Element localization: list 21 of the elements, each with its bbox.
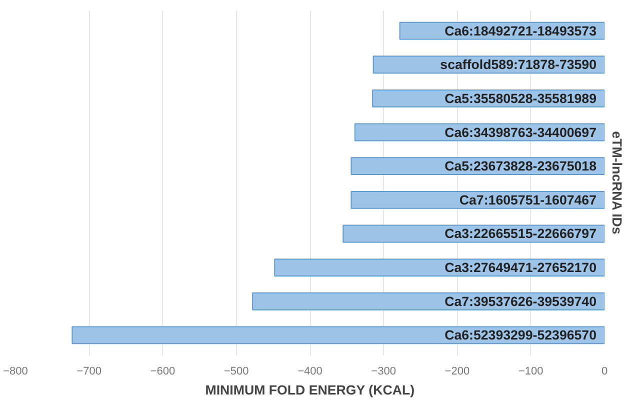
y-tick-label: Ca3:22665515-22666797 [444,226,597,242]
y-tick-label: Ca7:1605751-1607467 [459,192,597,208]
y-tick-label: Ca5:35580528-35581989 [444,90,597,106]
x-tick-label: −500 [224,366,249,378]
x-tick-label: 0 [601,366,608,378]
y-axis-title: eTM-lncRNA IDs [610,131,624,234]
x-tick-label: −100 [518,366,544,378]
y-tick-label: Ca5:23673828-23675018 [444,158,597,174]
y-tick-label: Ca6:34398763-34400697 [444,124,597,140]
y-tick-label: Ca7:39537626-39539740 [444,294,597,309]
x-tick-label: −300 [371,366,396,378]
y-tick-label: Ca6:52393299-52396570 [444,328,597,343]
x-tick-label: −600 [150,366,176,378]
y-tick-label: Ca6:18492721-18493573 [444,23,597,38]
x-tick-label: −400 [298,366,322,378]
y-tick-label: scaffold589:71878-73590 [440,57,597,72]
x-tick-label: −200 [444,366,470,378]
x-tick-label: −800 [3,366,28,378]
y-tick-label: Ca3:27649471-27652170 [444,260,597,276]
x-axis-title: MINIMUM FOLD ENERGY (KCAL) [205,382,415,398]
x-tick-label: −700 [76,366,102,378]
